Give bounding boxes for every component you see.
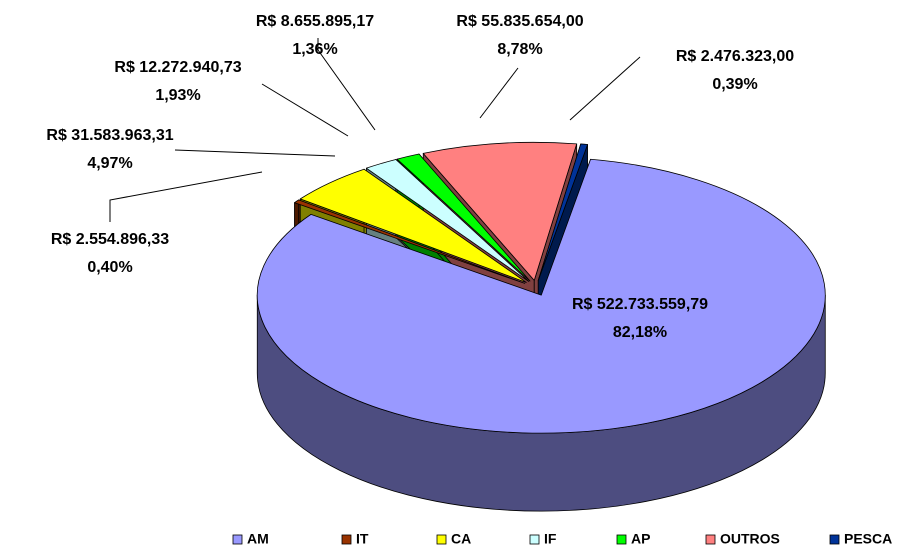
slice	[294, 199, 526, 284]
amount-label: R$ 522.733.559,79	[572, 296, 708, 313]
slice	[537, 143, 588, 281]
legend-label: IT	[356, 531, 369, 547]
legend-label: AP	[631, 531, 650, 547]
value-label: 1,93%	[155, 87, 200, 104]
slice	[422, 141, 578, 281]
legend-label: OUTROS	[720, 531, 780, 547]
slice	[299, 168, 527, 283]
slice-tops	[256, 141, 826, 434]
slice	[366, 159, 530, 282]
amount-label: R$ 12.272.940,73	[114, 59, 241, 76]
legend-swatch	[341, 534, 352, 545]
amount-label: R$ 55.835.654,00	[456, 13, 583, 30]
legend-swatch	[436, 534, 447, 545]
amount-label: R$ 2.554.896,33	[51, 231, 169, 248]
value-label: 0,40%	[87, 259, 132, 276]
slice	[396, 153, 531, 282]
legend-label: PESCA	[844, 531, 892, 547]
amount-label: R$ 8.655.895,17	[256, 13, 374, 30]
leader-line	[569, 56, 641, 121]
value-label: 82,18%	[613, 324, 667, 341]
legend-label: CA	[451, 531, 471, 547]
legend-swatch	[616, 534, 627, 545]
legend-label: IF	[544, 531, 557, 547]
amount-label: R$ 31.583.963,31	[46, 127, 173, 144]
amount-label: R$ 2.476.323,00	[676, 48, 794, 65]
leader-line	[261, 83, 349, 137]
value-label: 8,78%	[497, 41, 542, 58]
leader-line	[479, 67, 519, 119]
value-label: 1,36%	[292, 41, 337, 58]
legend-swatch	[829, 534, 840, 545]
value-label: 4,97%	[87, 155, 132, 172]
value-label: 0,39%	[712, 76, 757, 93]
slice	[256, 158, 826, 434]
legend-label: AM	[247, 531, 269, 547]
leader-line	[317, 38, 376, 131]
legend-swatch	[529, 534, 540, 545]
leader-line	[174, 149, 336, 157]
legend-swatch	[232, 534, 243, 545]
legend-swatch	[705, 534, 716, 545]
leader-line	[109, 171, 263, 222]
